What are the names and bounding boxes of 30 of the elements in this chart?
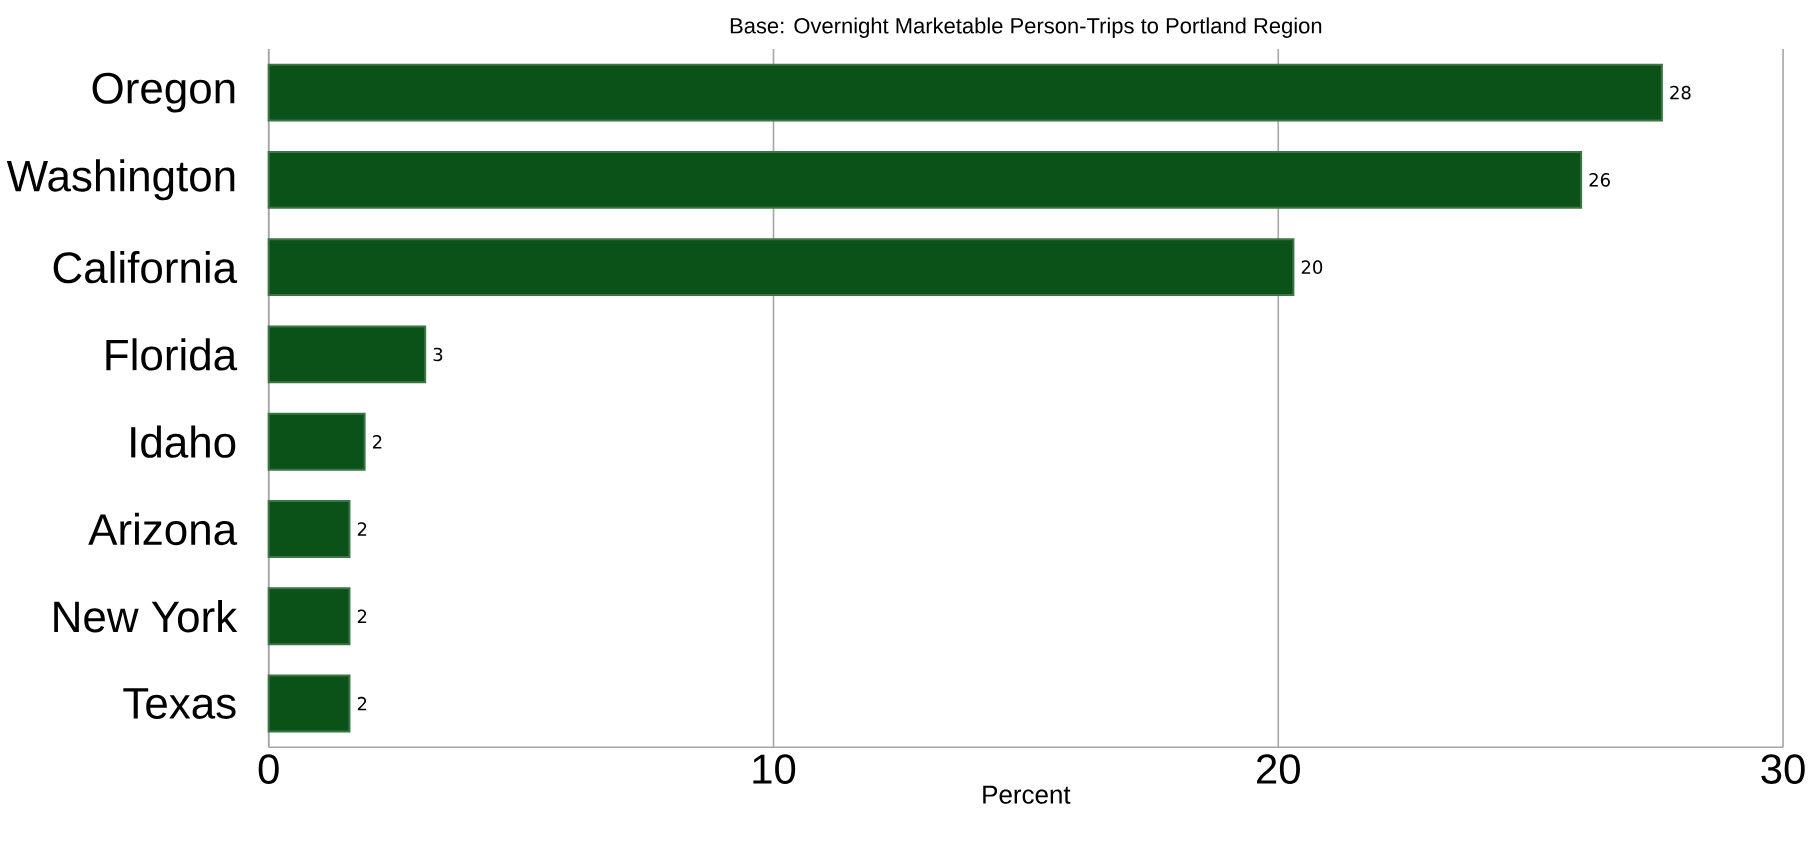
data-label: 2 — [357, 696, 367, 711]
data-label: 28 — [1670, 85, 1691, 100]
y-tick-label: Idaho — [131, 425, 236, 458]
y-tick-label: Texas — [123, 688, 236, 719]
x-tick-label: 10 — [753, 754, 796, 784]
bar — [267, 238, 1295, 297]
data-label: 2 — [357, 609, 367, 623]
y-tick-label: Florida — [106, 338, 238, 371]
x-axis-title: Percent — [983, 785, 1071, 804]
x-tick-label: 20 — [1257, 754, 1300, 784]
bar — [267, 587, 351, 646]
bar — [267, 150, 1583, 209]
bar — [267, 412, 366, 471]
y-tick-label: New York — [54, 600, 238, 633]
x-tick-label: 30 — [1761, 754, 1805, 784]
bar — [267, 63, 1663, 122]
data-label: 2 — [372, 435, 382, 449]
y-tick-label: Washington — [6, 159, 235, 201]
data-label: 20 — [1301, 260, 1323, 274]
x-tick-label: 0 — [258, 754, 279, 784]
y-tick-label: Arizona — [88, 512, 238, 546]
bar — [267, 674, 351, 733]
bar — [267, 325, 427, 384]
data-label: 2 — [357, 522, 367, 536]
y-tick-label: Oregon — [92, 72, 235, 113]
chart-title: Base: Overnight Marketable Person-Trips to Portland Region — [730, 17, 1322, 38]
y-tick-label: California — [53, 250, 238, 284]
data-label: 3 — [433, 347, 443, 362]
bar — [267, 500, 351, 558]
data-label: 26 — [1589, 173, 1610, 187]
